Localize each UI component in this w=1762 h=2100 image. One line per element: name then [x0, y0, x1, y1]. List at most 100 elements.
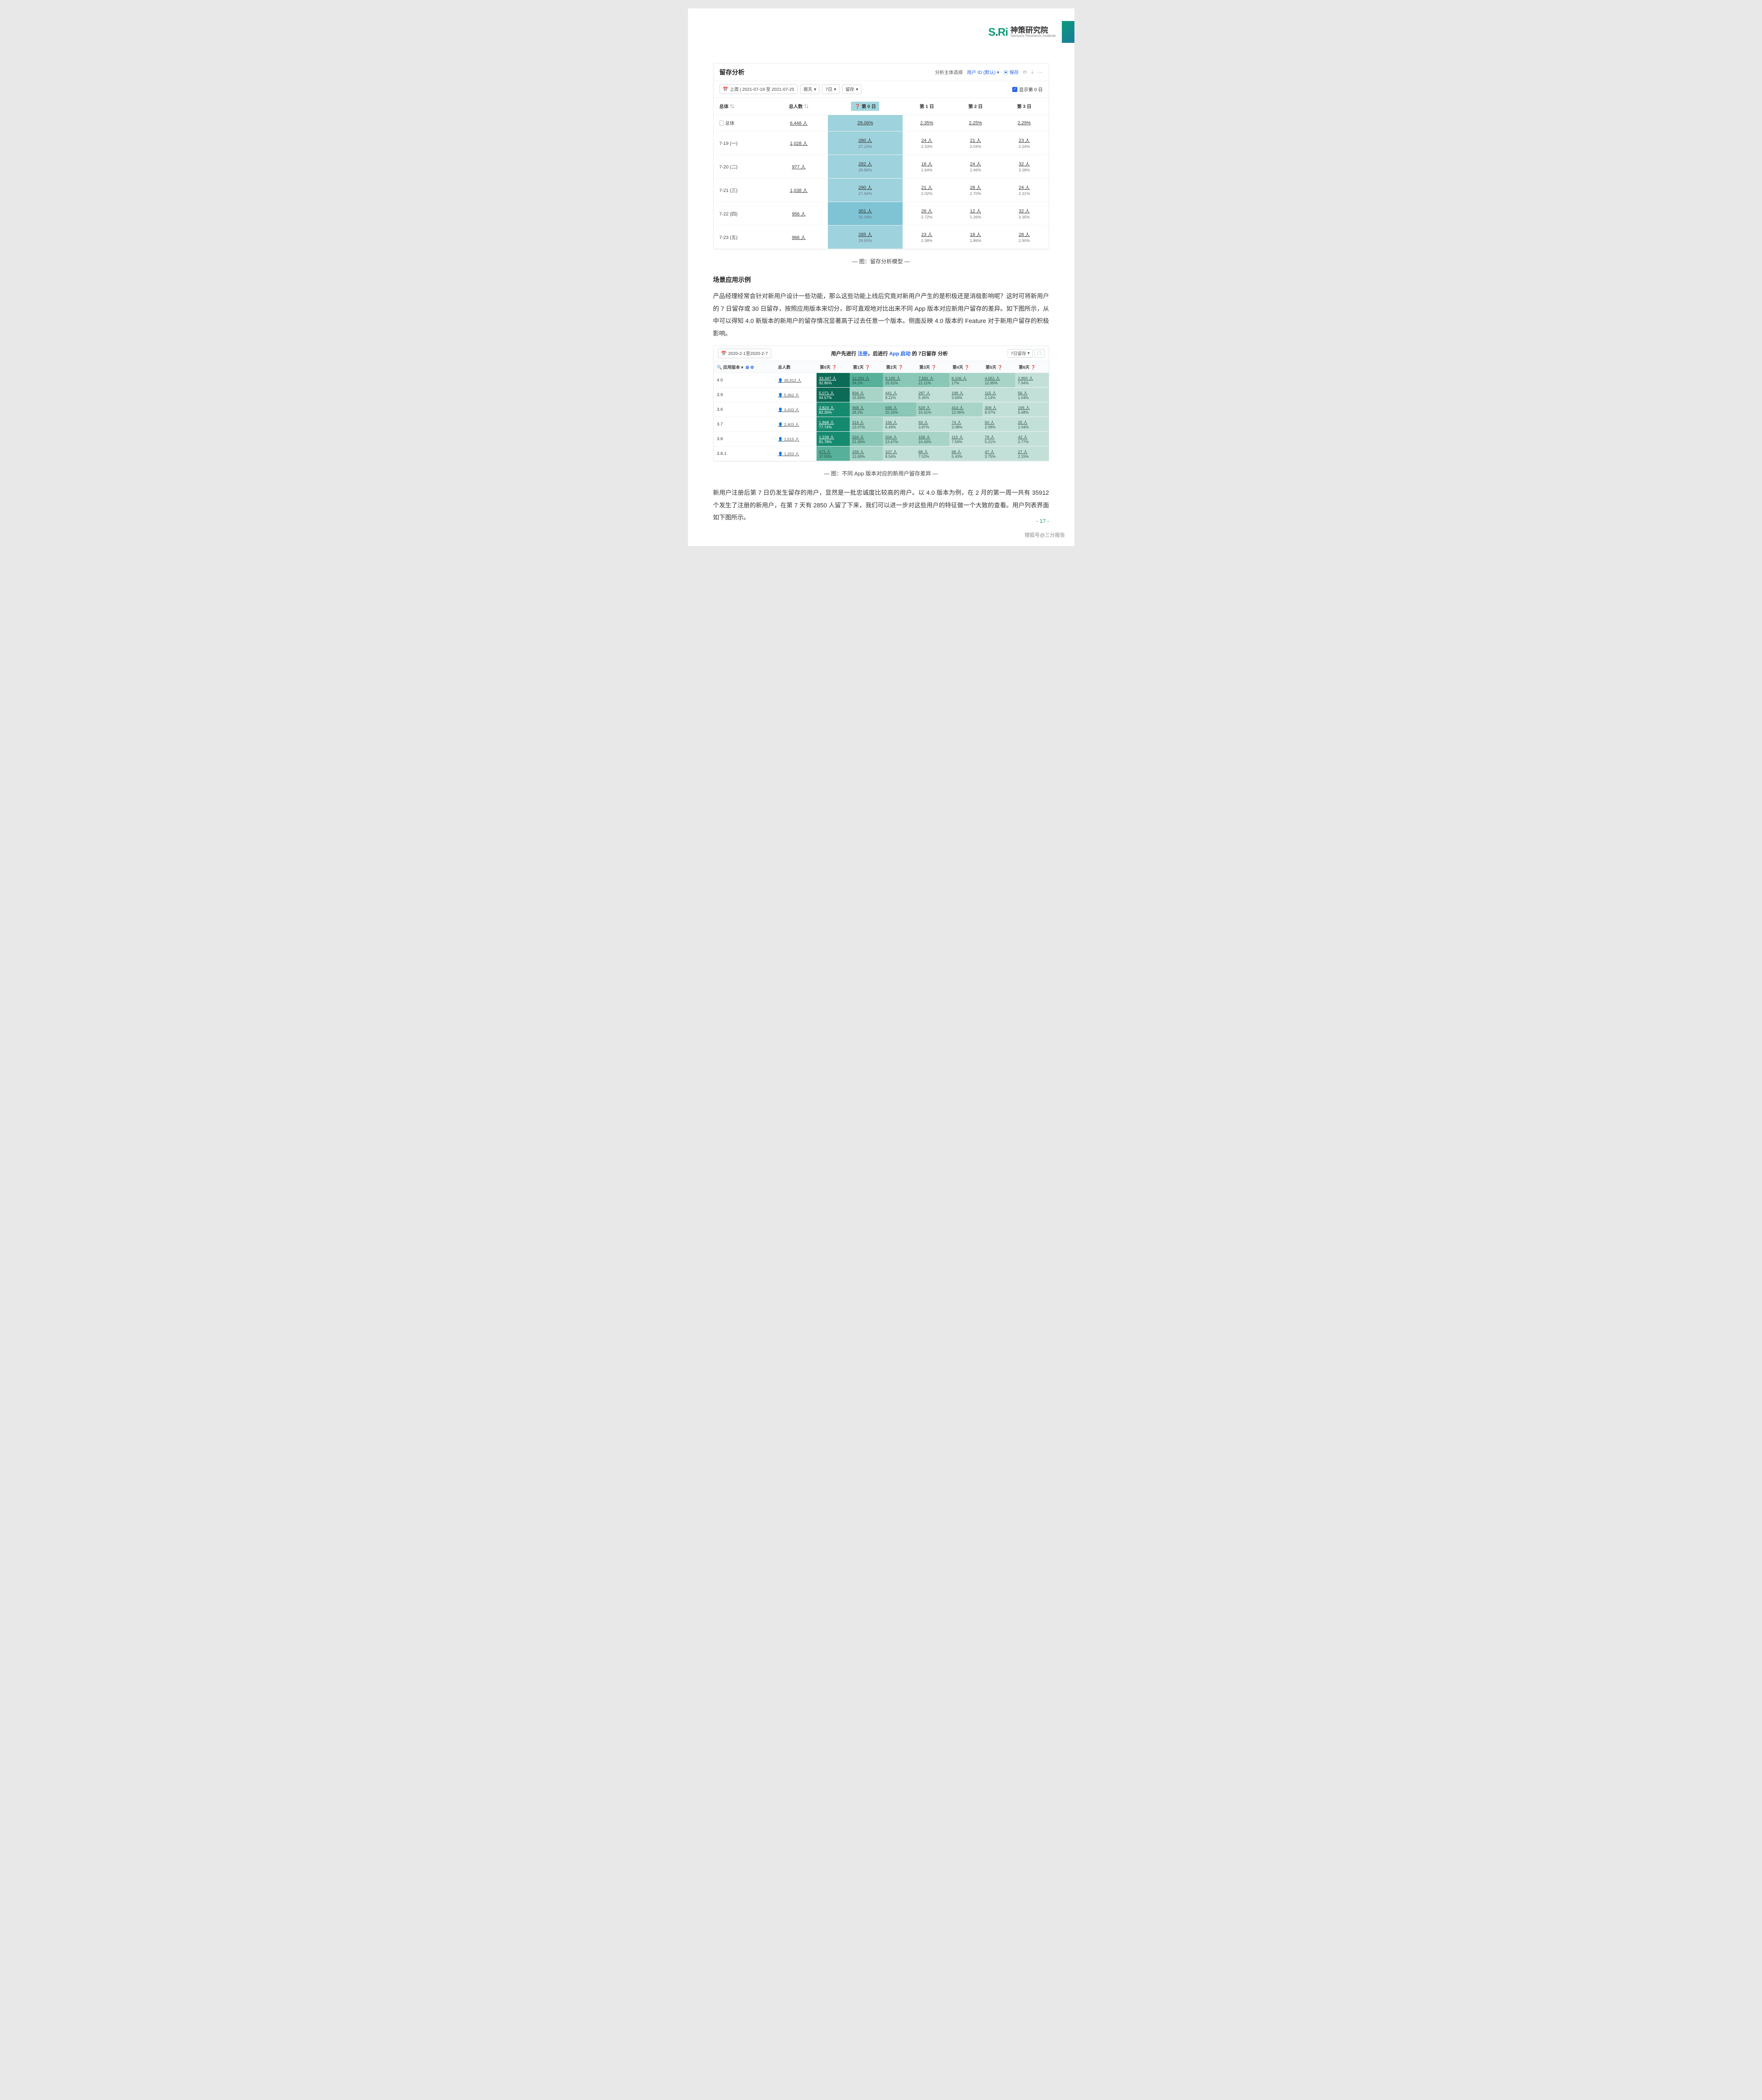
retention-cell[interactable]: 2,850 人7.94% — [1015, 373, 1048, 387]
retention-cell[interactable]: 18 人1.86% — [951, 226, 1000, 249]
retention-cell[interactable]: 21 人2.02% — [903, 178, 951, 202]
download-icon[interactable]: ⤓ — [1031, 69, 1033, 75]
retention-cell[interactable]: 301 人31.49% — [828, 202, 902, 226]
retention-cell[interactable]: 74 人3.08% — [949, 417, 982, 431]
show-day0-checkbox[interactable]: ✓显示第 0 日 — [1012, 86, 1042, 93]
col-header[interactable]: 总人数 ⇅ — [769, 98, 828, 115]
retention-cell[interactable]: 2.25% — [951, 115, 1000, 131]
retention-cell[interactable]: 24 人2.31% — [1000, 178, 1048, 202]
retention-cell[interactable]: 285 人29.50% — [828, 226, 902, 249]
retention-cell[interactable]: 88 人7.02% — [916, 446, 949, 461]
retention-cell[interactable]: 156 人6.49% — [883, 417, 916, 431]
col-header: 第2天 ❓ — [883, 361, 916, 373]
total-cell[interactable]: 956 人 — [769, 202, 828, 226]
retention-cell[interactable]: 529 人15.41% — [916, 402, 949, 417]
retention-cell[interactable]: 471 人37.59% — [817, 446, 850, 461]
retention-cell[interactable]: 50 人2.08% — [982, 417, 1016, 431]
retention-cell[interactable]: 27 人2.15% — [1015, 446, 1048, 461]
retention-cell[interactable]: 414 人12.06% — [949, 402, 982, 417]
retention-cell[interactable]: 47 人3.75% — [982, 446, 1016, 461]
unit-chip[interactable]: 按天 ▾ — [800, 84, 819, 94]
chart-toggle[interactable]: ⬚ — [1035, 349, 1045, 358]
retention-cell[interactable]: 9,165 人25.52% — [883, 373, 916, 387]
retention-cell[interactable]: 158 人10.43% — [916, 431, 949, 446]
retention-cell[interactable]: 42 人2.77% — [1015, 431, 1048, 446]
retention-cell[interactable]: 21 人2.04% — [951, 131, 1000, 155]
retention-cell[interactable]: 93 人3.87% — [916, 417, 949, 431]
retention-cell[interactable]: 159 人12.69% — [850, 446, 883, 461]
col-header[interactable]: 第 3 日 — [1000, 98, 1048, 115]
days-chip[interactable]: 7日 ▾ — [822, 84, 840, 94]
save-button[interactable]: ▣ 保存 — [1003, 69, 1019, 76]
subject-select[interactable]: 用户 ID (默认) ▾ — [967, 69, 999, 76]
retention-cell[interactable]: 24 人2.46% — [951, 155, 1000, 178]
retention-cell[interactable]: 56 人1.04% — [1015, 387, 1048, 402]
retention-cell[interactable]: 24 人2.33% — [903, 131, 951, 155]
retention-cell[interactable]: 968 人28.2% — [850, 402, 883, 417]
retention-cell[interactable]: 4,651 人12.95% — [982, 373, 1016, 387]
col-header[interactable]: ❓ 第 0 日 — [828, 98, 902, 115]
retention-cell[interactable]: 198 人3.69% — [949, 387, 982, 402]
retention-cell[interactable]: 26 人2.72% — [903, 202, 951, 226]
retention-cell[interactable]: 324 人21.39% — [850, 431, 883, 446]
retention-cell[interactable]: 290 人27.94% — [828, 178, 902, 202]
retention-cell[interactable]: 23 人2.38% — [903, 226, 951, 249]
total-cell[interactable]: 👤 5,362 人 — [775, 387, 817, 402]
row-label: 7-22 (四) — [714, 202, 769, 226]
retention-cell[interactable]: 314 人13.07% — [850, 417, 883, 431]
retention-cell[interactable]: 204 人13.47% — [883, 431, 916, 446]
retention-cell[interactable]: 12,281 人34.2% — [850, 373, 883, 387]
col-header[interactable]: 总体 ⇅ — [714, 98, 769, 115]
retention-cell[interactable]: 28 人2.70% — [951, 178, 1000, 202]
retention-cell[interactable]: 441 人8.22% — [883, 387, 916, 402]
retention-cell[interactable]: 115 人2.14% — [982, 387, 1016, 402]
retention-cell[interactable]: 2,824 人82.26% — [817, 402, 850, 417]
total-cell[interactable]: 👤 2,403 人 — [775, 417, 817, 431]
total-cell[interactable]: 👤 1,253 人 — [775, 446, 817, 461]
retention-cell[interactable]: 68 人5.43% — [949, 446, 982, 461]
total-cell[interactable]: 👤 3,433 人 — [775, 402, 817, 417]
retention-cell[interactable]: 695 人20.24% — [883, 402, 916, 417]
retention-cell[interactable]: 834 人15.55% — [850, 387, 883, 402]
retention-cell[interactable]: 5,071 人94.57% — [817, 387, 850, 402]
retention-cell[interactable]: 6,106 人17% — [949, 373, 982, 387]
filter-header[interactable]: 🔍 应用版本 ▾ ⊞ ⚙ — [714, 361, 775, 373]
retention-cell[interactable]: 2.29% — [1000, 115, 1048, 131]
date-chip-2[interactable]: 📅 2020-2-1至2020-2-7 — [718, 349, 772, 358]
col-header[interactable]: 第 2 日 — [951, 98, 1000, 115]
total-cell[interactable]: 1,038 人 — [769, 178, 828, 202]
retention-cell[interactable]: 282 人28.86% — [828, 155, 902, 178]
total-cell[interactable]: 977 人 — [769, 155, 828, 178]
retention-cell[interactable]: 107 人8.54% — [883, 446, 916, 461]
retention-cell[interactable]: 280 人27.24% — [828, 131, 902, 155]
retention-cell[interactable]: 7,581 人21.11% — [916, 373, 949, 387]
retention-cell[interactable]: 29.06% — [828, 115, 902, 131]
retention-cell[interactable]: 23 人2.24% — [1000, 131, 1048, 155]
refresh-icon[interactable]: ⟳ — [1023, 69, 1027, 75]
days-select[interactable]: 7日留存 ▾ — [1008, 349, 1033, 358]
retention-cell[interactable]: 33,347 人92.86% — [817, 373, 850, 387]
total-cell[interactable]: 966 人 — [769, 226, 828, 249]
total-cell[interactable]: 6,448 人 — [769, 115, 828, 131]
type-chip[interactable]: 留存 ▾ — [842, 84, 861, 94]
retention-cell[interactable]: 1,868 人77.74% — [817, 417, 850, 431]
retention-cell[interactable]: 115 人7.59% — [949, 431, 982, 446]
retention-cell[interactable]: 308 人8.97% — [982, 402, 1016, 417]
retention-cell[interactable]: 79 人5.21% — [982, 431, 1016, 446]
retention-cell[interactable]: 12 人1.26% — [951, 202, 1000, 226]
col-header[interactable]: 第 1 日 — [903, 98, 951, 115]
total-cell[interactable]: 👤 1,515 人 — [775, 431, 817, 446]
retention-cell[interactable]: 2.35% — [903, 115, 951, 131]
retention-cell[interactable]: 1,239 人81.78% — [817, 431, 850, 446]
retention-cell[interactable]: 16 人1.64% — [903, 155, 951, 178]
more-icon[interactable]: ⋯ — [1038, 69, 1043, 75]
retention-cell[interactable]: 28 人2.90% — [1000, 226, 1048, 249]
retention-cell[interactable]: 195 人5.68% — [1015, 402, 1048, 417]
retention-cell[interactable]: 32 人3.28% — [1000, 155, 1048, 178]
total-cell[interactable]: 1,028 人 — [769, 131, 828, 155]
retention-cell[interactable]: 287 人5.35% — [916, 387, 949, 402]
total-cell[interactable]: 👤 35,912 人 — [775, 373, 817, 387]
retention-cell[interactable]: 25 人1.04% — [1015, 417, 1048, 431]
retention-cell[interactable]: 32 人3.35% — [1000, 202, 1048, 226]
date-chip[interactable]: 📅 上周 | 2021-07-19 至 2021-07-25 — [720, 84, 798, 94]
